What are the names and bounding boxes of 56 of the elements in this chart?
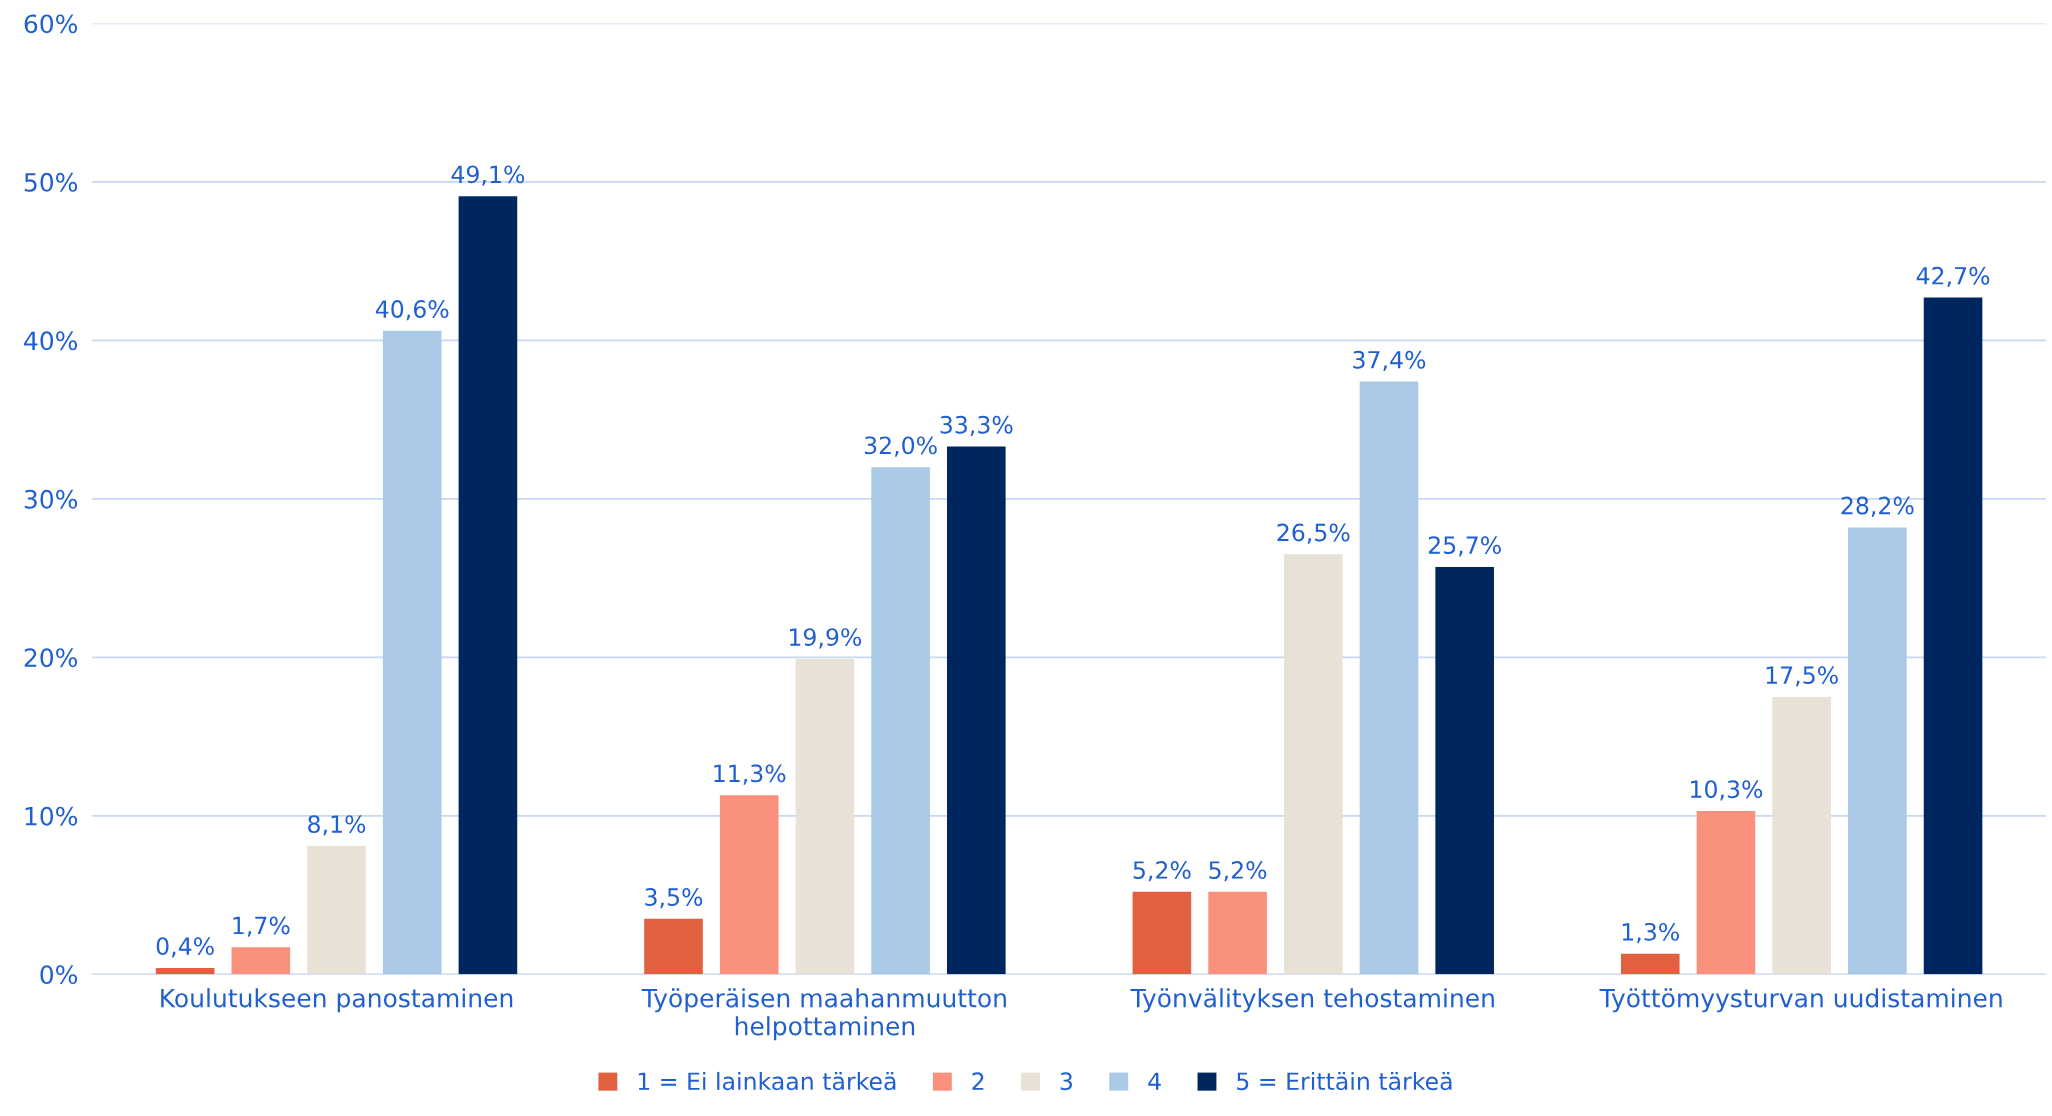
data-label: 26,5% bbox=[1277, 523, 1350, 544]
data-label: 5,2% bbox=[1133, 861, 1191, 882]
data-label: 5,2% bbox=[1209, 861, 1267, 882]
bar bbox=[1283, 554, 1343, 975]
bar bbox=[231, 947, 291, 975]
bar bbox=[1923, 297, 1983, 975]
bar bbox=[795, 658, 855, 975]
data-label: 11,3% bbox=[714, 764, 786, 785]
bar bbox=[947, 446, 1006, 975]
y-tick-label: 50% bbox=[24, 172, 78, 192]
y-tick-label: 20% bbox=[24, 648, 78, 668]
data-label: 1,3% bbox=[1622, 922, 1679, 944]
bar bbox=[1620, 953, 1680, 975]
y-tick-label: 60% bbox=[24, 14, 78, 34]
data-label: 32,0% bbox=[864, 436, 937, 457]
bar bbox=[1772, 696, 1831, 975]
data-label: 8,1% bbox=[308, 815, 366, 836]
data-label: 0,4% bbox=[156, 937, 214, 958]
data-label: 28,2% bbox=[1841, 496, 1914, 517]
y-tick-label: 30% bbox=[24, 489, 78, 509]
x-tick-label: Työperäisen maahanmuutton helpottaminen bbox=[641, 988, 1006, 1041]
bar bbox=[1435, 566, 1494, 975]
bar bbox=[1359, 381, 1419, 975]
bar bbox=[155, 967, 215, 975]
data-label: 25,7% bbox=[1428, 536, 1501, 557]
y-tick-label: 40% bbox=[24, 331, 78, 351]
x-tick-label: Työttömyysturvan uudistaminen bbox=[1599, 988, 2002, 1013]
data-label: 3,5% bbox=[645, 888, 703, 909]
legend-label: 4 bbox=[1148, 1072, 1161, 1090]
data-label: 33,3% bbox=[940, 415, 1013, 437]
bar bbox=[458, 196, 518, 975]
y-tick-label: 10% bbox=[25, 806, 78, 826]
data-label: 19,9% bbox=[789, 628, 862, 649]
bar bbox=[871, 467, 930, 975]
data-label: 1,7% bbox=[233, 916, 290, 937]
data-label: 37,4% bbox=[1353, 350, 1426, 372]
data-label: 10,3% bbox=[1691, 780, 1763, 801]
bar bbox=[1848, 527, 1907, 975]
bar bbox=[1132, 891, 1192, 975]
bar bbox=[644, 918, 703, 975]
legend-label: 3 bbox=[1060, 1072, 1073, 1091]
legend-label: 1 = Ei lainkaan tärkeä bbox=[638, 1071, 896, 1091]
bar bbox=[382, 330, 442, 975]
bar bbox=[719, 795, 779, 975]
data-label: 40,6% bbox=[375, 300, 449, 321]
legend-label: 5 = Erittäin tärkeä bbox=[1237, 1071, 1452, 1091]
data-label: 49,1% bbox=[451, 165, 525, 186]
data-label: 42,7% bbox=[1916, 266, 1990, 288]
legend-label: 2 bbox=[972, 1072, 984, 1090]
y-tick-label: 0% bbox=[40, 965, 78, 985]
bar bbox=[1696, 811, 1756, 975]
bar bbox=[1208, 891, 1267, 975]
x-tick-label: Koulutukseen panostaminen bbox=[161, 988, 513, 1013]
x-tick-label: Työnvälityksen tehostaminen bbox=[1130, 988, 1494, 1013]
data-label: 17,5% bbox=[1766, 666, 1838, 687]
bar bbox=[307, 845, 366, 975]
